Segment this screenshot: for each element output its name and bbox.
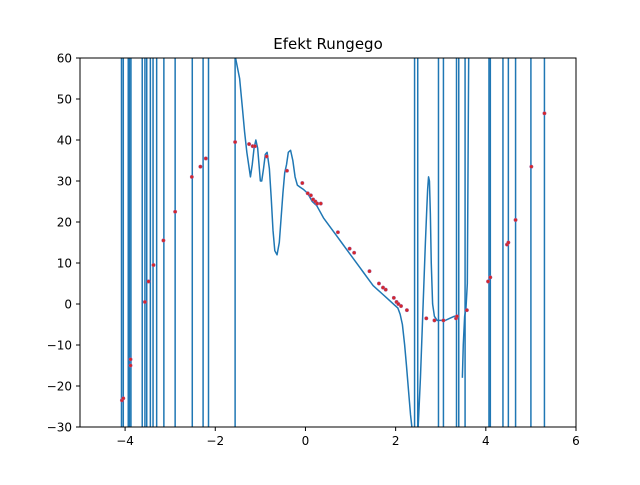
data-point-27 [352, 250, 357, 255]
plot-frame [79, 57, 577, 428]
data-point-16 [264, 154, 269, 159]
y-tick-label-1: −20 [47, 380, 72, 394]
data-point-34 [396, 302, 401, 307]
data-point-15 [252, 144, 257, 149]
data-point-42 [464, 308, 469, 313]
data-point-19 [305, 191, 310, 196]
data-point-4 [142, 299, 147, 304]
data-point-6 [151, 263, 156, 268]
data-point-5 [146, 279, 151, 284]
data-point-30 [381, 285, 386, 290]
data-point-9 [189, 174, 194, 179]
data-point-11 [203, 156, 208, 161]
data-point-44 [488, 275, 493, 280]
plot-area [119, 58, 547, 427]
x-tick-label-0: −4 [116, 434, 134, 448]
data-point-49 [542, 111, 547, 116]
data-point-26 [347, 246, 352, 251]
data-point-32 [391, 295, 396, 300]
data-point-41 [454, 314, 459, 319]
data-point-13 [247, 142, 252, 147]
data-point-48 [529, 164, 534, 169]
y-tick-label-7: 40 [57, 134, 72, 148]
data-point-25 [335, 230, 340, 235]
data-point-3 [128, 357, 133, 362]
y-tick-label-8: 50 [57, 93, 72, 107]
y-tick-label-0: −30 [47, 421, 72, 435]
data-point-17 [284, 168, 289, 173]
data-point-1 [121, 396, 126, 401]
data-point-8 [173, 209, 178, 214]
data-point-47 [513, 217, 518, 222]
data-point-12 [233, 140, 238, 145]
data-point-37 [424, 316, 429, 321]
data-point-2 [128, 363, 133, 368]
data-point-18 [300, 181, 305, 186]
y-tick-label-5: 20 [57, 216, 72, 230]
x-tick-label-5: 6 [572, 434, 580, 448]
data-point-35 [399, 304, 404, 309]
y-tick-label-6: 30 [57, 175, 72, 189]
data-point-7 [161, 238, 166, 243]
data-point-28 [367, 269, 372, 274]
data-point-38 [432, 318, 437, 323]
data-point-29 [376, 281, 381, 286]
data-point-46 [506, 240, 511, 245]
series-line-0 [234, 58, 413, 427]
data-point-43 [486, 279, 491, 284]
y-tick-label-9: 60 [57, 52, 72, 66]
data-point-31 [383, 287, 388, 292]
y-tick-label-3: 0 [64, 298, 72, 312]
y-tick-label-4: 10 [57, 257, 72, 271]
x-tick-label-3: 2 [392, 434, 400, 448]
x-tick-label-4: 4 [482, 434, 490, 448]
y-tick-label-2: −10 [47, 339, 72, 353]
data-point-20 [308, 193, 313, 198]
chart-title: Efekt Rungego [273, 35, 383, 53]
x-tick-label-2: 0 [302, 434, 310, 448]
data-point-23 [315, 201, 320, 206]
data-point-10 [198, 164, 203, 169]
x-tick-label-1: −2 [206, 434, 224, 448]
data-point-36 [404, 308, 409, 313]
data-point-39 [441, 318, 446, 323]
data-point-24 [318, 201, 323, 206]
